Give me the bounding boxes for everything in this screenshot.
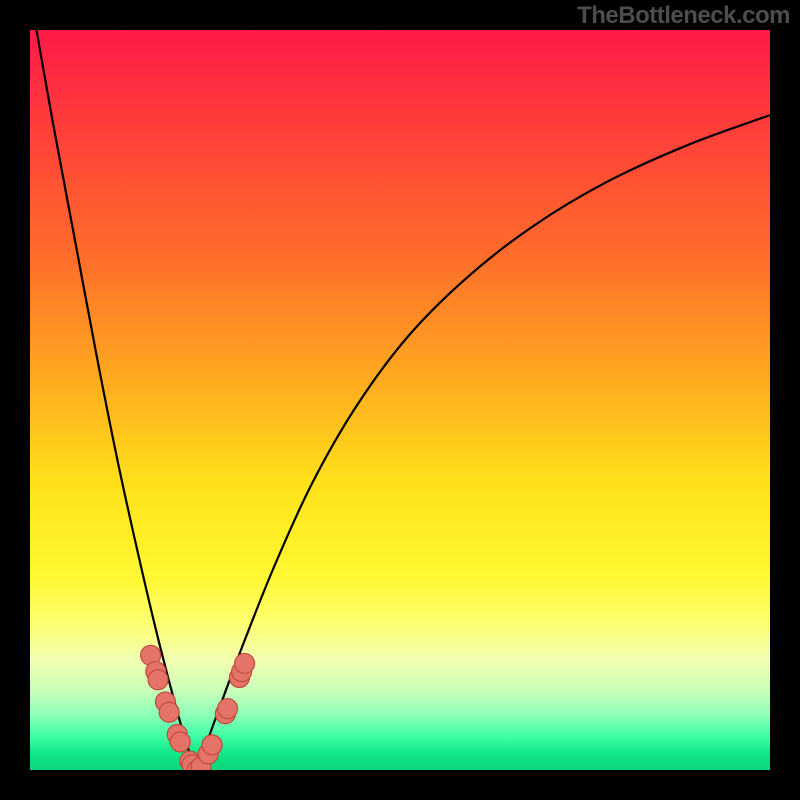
chart-container: TheBottleneck.com — [0, 0, 800, 800]
watermark-text: TheBottleneck.com — [577, 2, 790, 30]
data-marker — [202, 735, 222, 755]
data-marker — [235, 653, 255, 673]
data-marker — [148, 670, 168, 690]
data-marker — [159, 702, 179, 722]
data-marker — [218, 699, 238, 719]
bottleneck-chart — [0, 0, 800, 800]
data-marker — [170, 732, 190, 752]
